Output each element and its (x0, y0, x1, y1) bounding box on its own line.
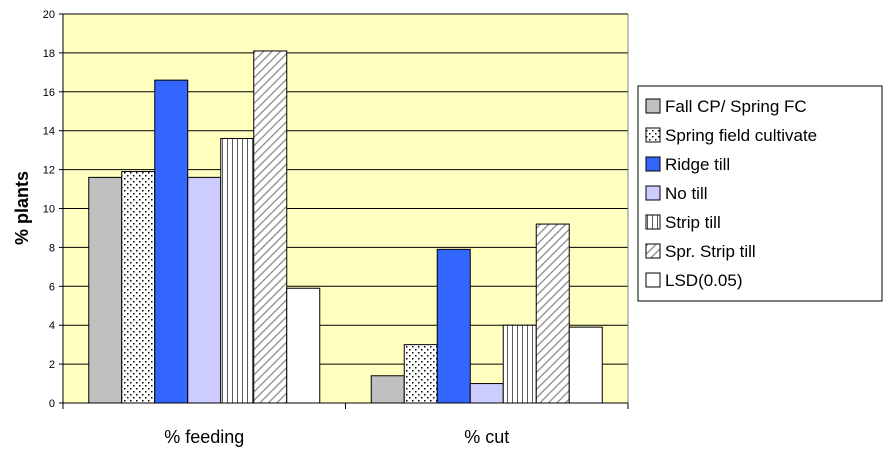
legend-label: No till (665, 184, 708, 203)
bar-no-till-0 (188, 177, 221, 403)
bar-fall-cp-spring-fc-1 (371, 376, 404, 403)
legend-label: Spring field cultivate (665, 126, 817, 145)
legend-label: LSD(0.05) (665, 271, 742, 290)
legend-swatch (646, 128, 660, 142)
x-category-label: % feeding (164, 427, 244, 447)
legend-swatch (646, 215, 660, 229)
y-tick-label: 16 (43, 87, 55, 99)
y-axis-title: % plants (12, 171, 32, 245)
legend-swatch (646, 186, 660, 200)
x-category-label: % cut (464, 427, 509, 447)
bar-lsd-0-05-0 (287, 288, 320, 403)
y-tick-label: 12 (43, 165, 55, 177)
bar-lsd-0-05-1 (569, 327, 602, 403)
bar-ridge-till-0 (155, 80, 188, 403)
legend-swatch (646, 99, 660, 113)
y-tick-label: 2 (49, 359, 55, 371)
y-tick-label: 14 (43, 126, 55, 138)
bar-spring-field-cultivate-0 (122, 172, 155, 403)
bar-strip-till-0 (221, 138, 254, 403)
legend-label: Strip till (665, 213, 721, 232)
bar-fall-cp-spring-fc-0 (89, 177, 122, 403)
legend: Fall CP/ Spring FC Spring field cultivate… (638, 86, 882, 301)
y-tick-label: 4 (49, 320, 55, 332)
y-tick-label: 0 (49, 398, 55, 410)
bar-spring-field-cultivate-1 (404, 345, 437, 403)
legend-label: Ridge till (665, 155, 730, 174)
legend-swatch (646, 244, 660, 258)
y-tick-label: 6 (49, 281, 55, 293)
bar-ridge-till-1 (437, 249, 470, 403)
legend-label: Spr. Strip till (665, 242, 756, 261)
bar-strip-till-1 (503, 325, 536, 403)
y-tick-label: 10 (43, 204, 55, 216)
legend-label: Fall CP/ Spring FC (665, 97, 807, 116)
bar-no-till-1 (470, 384, 503, 403)
legend-swatch (646, 157, 660, 171)
y-tick-label: 8 (49, 242, 55, 254)
bar-spr-strip-till-1 (536, 224, 569, 403)
y-tick-label: 18 (43, 48, 55, 60)
legend-swatch (646, 273, 660, 287)
bar-spr-strip-till-0 (254, 51, 287, 403)
y-tick-label: 20 (43, 9, 55, 21)
